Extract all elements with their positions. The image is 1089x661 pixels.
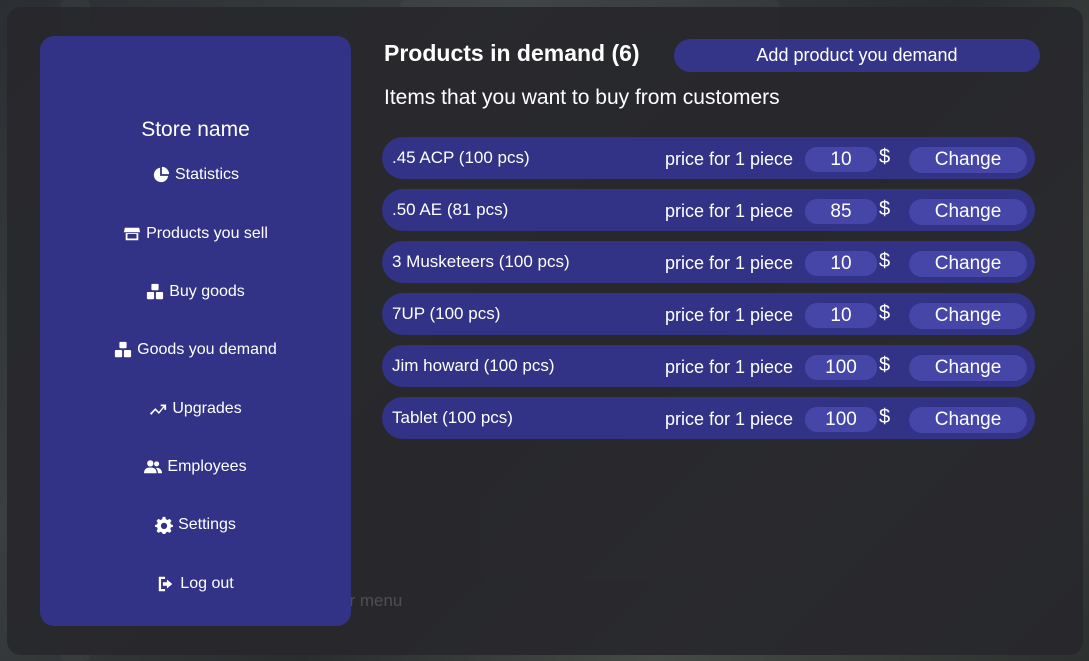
- price-label: price for 1 piece: [665, 201, 794, 221]
- sidebar-item-goods-you-demand[interactable]: Goods you demand: [40, 339, 351, 361]
- change-button[interactable]: Change: [909, 199, 1027, 225]
- price-input[interactable]: 10: [805, 303, 877, 328]
- logout-icon: [159, 576, 173, 592]
- product-row: .45 ACP (100 pcs) price for 1 piece 10 $…: [382, 137, 1035, 179]
- currency-symbol: $: [879, 198, 891, 220]
- price-label: price for 1 piece: [665, 409, 794, 429]
- product-name: Jim howard (100 pcs): [392, 356, 555, 375]
- trend-up-icon: [150, 404, 167, 415]
- price-input[interactable]: 10: [805, 251, 877, 276]
- price-input[interactable]: 85: [805, 199, 877, 224]
- price-label: price for 1 piece: [665, 357, 794, 377]
- product-row: Jim howard (100 pcs) price for 1 piece 1…: [382, 345, 1035, 387]
- add-product-button[interactable]: Add product you demand: [674, 39, 1040, 72]
- product-name: .50 AE (81 pcs): [392, 200, 509, 219]
- page-title: Products in demand (6): [384, 40, 640, 66]
- product-row: .50 AE (81 pcs) price for 1 piece 85 $ C…: [382, 189, 1035, 231]
- sidebar-item-label: Employees: [167, 458, 247, 475]
- sidebar-item-label: Buy goods: [169, 283, 245, 300]
- price-label: price for 1 piece: [665, 253, 794, 273]
- price-input[interactable]: 100: [805, 355, 877, 380]
- currency-symbol: $: [879, 146, 891, 168]
- product-list: .45 ACP (100 pcs) price for 1 piece 10 $…: [382, 137, 1035, 449]
- sidebar-item-label: Settings: [178, 516, 236, 533]
- change-button[interactable]: Change: [909, 147, 1027, 173]
- gear-icon: [155, 516, 174, 534]
- change-button[interactable]: Change: [909, 407, 1027, 433]
- sidebar-item-employees[interactable]: Employees: [40, 456, 351, 478]
- sidebar-item-label: Upgrades: [172, 400, 242, 417]
- currency-symbol: $: [879, 302, 891, 324]
- product-name: 3 Musketeers (100 pcs): [392, 252, 570, 271]
- page-subtitle: Items that you want to buy from customer…: [384, 86, 780, 109]
- sidebar-item-label: Statistics: [174, 166, 239, 183]
- store-name: Store name: [141, 118, 250, 141]
- pie-chart-icon: [153, 166, 170, 183]
- change-button[interactable]: Change: [909, 251, 1027, 277]
- product-row: 7UP (100 pcs) price for 1 piece 10 $ Cha…: [382, 293, 1035, 335]
- currency-symbol: $: [879, 354, 891, 376]
- price-label: price for 1 piece: [665, 149, 794, 169]
- sidebar-item-buy-goods[interactable]: Buy goods: [40, 281, 351, 303]
- sidebar: Store name Statistics Products you sell …: [40, 36, 351, 626]
- product-row: 3 Musketeers (100 pcs) price for 1 piece…: [382, 241, 1035, 283]
- sidebar-item-statistics[interactable]: Statistics: [40, 164, 351, 186]
- change-button[interactable]: Change: [909, 355, 1027, 381]
- price-input[interactable]: 100: [805, 407, 877, 432]
- price-input[interactable]: 10: [805, 147, 877, 172]
- change-button[interactable]: Change: [909, 303, 1027, 329]
- price-label: price for 1 piece: [665, 305, 794, 325]
- boxes-icon: [115, 341, 132, 358]
- product-row: Tablet (100 pcs) price for 1 piece 100 $…: [382, 397, 1035, 439]
- boxes-icon: [147, 283, 164, 300]
- sidebar-item-settings[interactable]: Settings: [40, 514, 351, 536]
- sidebar-item-label: Log out: [180, 575, 234, 592]
- product-name: 7UP (100 pcs): [392, 304, 501, 323]
- sidebar-item-products-you-sell[interactable]: Products you sell: [40, 223, 351, 245]
- product-name: .45 ACP (100 pcs): [392, 148, 530, 167]
- background-menu-text: er menu: [340, 591, 403, 610]
- sidebar-item-upgrades[interactable]: Upgrades: [40, 398, 351, 420]
- product-name: Tablet (100 pcs): [392, 408, 513, 427]
- users-icon: [144, 460, 163, 474]
- store-icon: [123, 227, 141, 241]
- sidebar-item-log-out[interactable]: Log out: [40, 573, 351, 595]
- sidebar-item-label: Goods you demand: [137, 341, 277, 358]
- currency-symbol: $: [879, 250, 891, 272]
- sidebar-item-label: Products you sell: [146, 225, 268, 242]
- currency-symbol: $: [879, 406, 891, 428]
